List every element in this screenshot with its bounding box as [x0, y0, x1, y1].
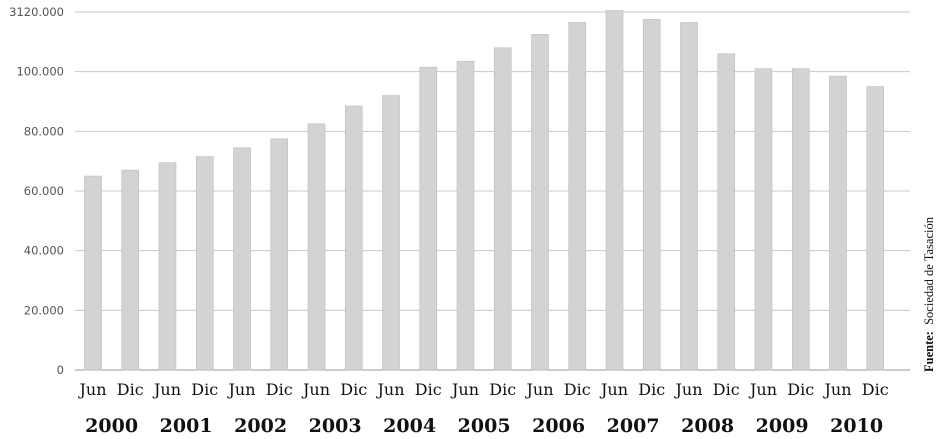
year-label: 2005	[458, 415, 511, 437]
x-tick-label: Dic	[638, 380, 665, 399]
bar	[84, 175, 102, 371]
x-axis-tick-labels: Jun Dic Jun Dic Jun Dic Jun Dic Jun Dic Jun Dic Jun D…	[77, 380, 888, 399]
x-tick-label: Jun	[822, 380, 851, 399]
x-tick-label: Jun	[77, 380, 106, 399]
y-tick-label: 40.000	[24, 244, 64, 258]
year-label: 2004	[383, 415, 436, 437]
year-label: 2002	[234, 415, 287, 437]
y-tick-label: 60.000	[24, 184, 64, 198]
x-tick-label: Dic	[787, 380, 814, 399]
x-tick-label: Jun	[301, 380, 330, 399]
x-tick-label: Jun	[226, 380, 255, 399]
x-tick-label: Dic	[266, 380, 293, 399]
year-label: 2007	[607, 415, 660, 437]
bar	[605, 10, 624, 371]
year-label: 2006	[532, 415, 585, 437]
x-tick-label: Dic	[191, 380, 218, 399]
x-tick-label: Jun	[152, 380, 181, 399]
x-tick-label: Dic	[862, 380, 889, 399]
x-tick-label: Jun	[599, 380, 628, 399]
bar	[419, 66, 438, 371]
bar	[568, 22, 587, 371]
year-label: 2009	[756, 415, 809, 437]
x-tick-label: Dic	[117, 380, 144, 399]
y-tick-label: 20.000	[24, 303, 64, 317]
x-tick-label: Jun	[375, 380, 404, 399]
x-tick-label: Dic	[564, 380, 591, 399]
bar	[270, 138, 289, 371]
bar	[531, 34, 549, 371]
bar	[456, 60, 475, 371]
x-tick-label: Dic	[415, 380, 442, 399]
bar	[717, 53, 736, 371]
year-label: 2008	[681, 415, 734, 437]
x-tick-label: Jun	[748, 380, 777, 399]
source-text: Sociedad de Tasación	[922, 216, 936, 325]
y-tick-label: 80.000	[24, 124, 64, 138]
x-tick-label: Dic	[713, 380, 740, 399]
bars	[84, 10, 885, 371]
bar	[233, 147, 251, 371]
bar	[158, 162, 177, 371]
y-axis-tick-labels: 0 20.000 40.000 60.000 80.000 100.000 3120.000	[9, 5, 64, 377]
bar	[382, 95, 400, 371]
x-tick-label: Dic	[340, 380, 367, 399]
year-label: 2003	[309, 415, 362, 437]
bar	[493, 47, 512, 371]
bar	[866, 86, 885, 371]
x-axis-year-labels: 2000 2001 2002 2003 2004 2005 2006 2007 2008 2009…	[85, 415, 883, 437]
bar	[344, 105, 363, 371]
x-tick-label: Jun	[524, 380, 553, 399]
bar	[754, 68, 773, 371]
bar	[680, 22, 698, 371]
x-tick-label: Jun	[673, 380, 702, 399]
y-tick-label: 100.000	[16, 65, 64, 79]
bar	[791, 68, 810, 371]
y-tick-label: 3120.000	[9, 5, 64, 19]
bar	[642, 19, 661, 371]
bar	[829, 75, 847, 371]
x-tick-label: Jun	[450, 380, 479, 399]
source-note: Fuente: Sociedad de Tasación	[922, 216, 936, 372]
y-tick-label: 0	[57, 363, 64, 377]
bar	[195, 156, 214, 371]
year-label: 2001	[160, 415, 213, 437]
bar	[121, 169, 140, 371]
gridlines	[75, 11, 910, 371]
bar	[307, 123, 326, 371]
year-label: 2010	[830, 415, 883, 437]
year-label: 2000	[85, 415, 138, 437]
source-label: Fuente:	[922, 331, 936, 372]
x-tick-label: Dic	[489, 380, 516, 399]
